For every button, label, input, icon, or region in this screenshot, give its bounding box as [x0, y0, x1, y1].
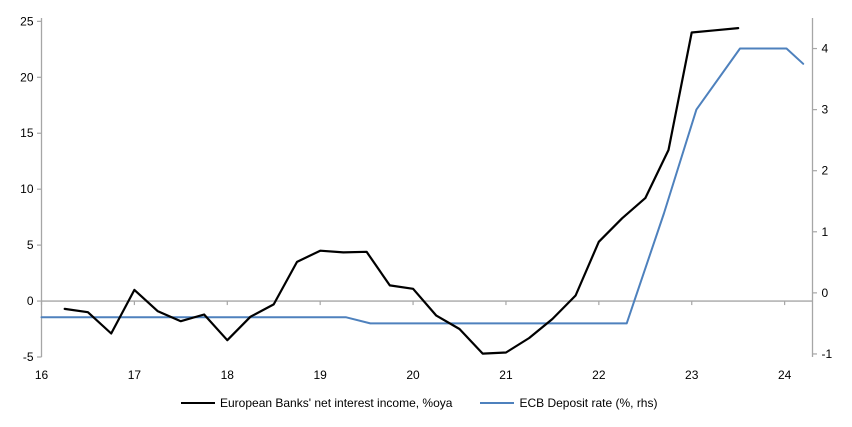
- legend-label-ecb-deposit-rate: ECB Deposit rate (%, rhs): [519, 396, 658, 410]
- legend-item-ecb-deposit-rate: ECB Deposit rate (%, rhs): [480, 396, 657, 410]
- right-axis-tick-label: -1: [822, 347, 833, 361]
- left-axis-tick-label: 0: [27, 294, 34, 308]
- x-axis-tick-label: 20: [406, 368, 420, 382]
- x-axis-tick-label: 17: [128, 368, 142, 382]
- series-line-ecb-deposit-rate: [40, 47, 805, 325]
- left-axis-tick-label: 10: [20, 182, 34, 196]
- series-line-european-banks-nii: [63, 27, 740, 355]
- black-line-swatch: [181, 402, 215, 404]
- x-axis-tick-label: 23: [685, 368, 699, 382]
- x-axis-tick-label: 19: [313, 368, 327, 382]
- right-axis-tick-label: 3: [822, 103, 829, 117]
- x-axis-tick-label: 21: [499, 368, 513, 382]
- x-axis-tick-label: 24: [778, 368, 792, 382]
- left-axis-tick-label: 25: [20, 14, 34, 28]
- right-axis-tick-label: 1: [822, 225, 829, 239]
- left-axis-tick-label: 20: [20, 70, 34, 84]
- blue-line-swatch: [480, 402, 515, 404]
- left-axis-tick-label: 15: [20, 126, 34, 140]
- legend: European Banks' net interest income, %oy…: [181, 396, 657, 410]
- left-axis-tick-label: -5: [23, 350, 34, 364]
- legend-item-european-banks-nii: European Banks' net interest income, %oy…: [181, 396, 452, 410]
- x-axis-tick-label: 18: [221, 368, 235, 382]
- right-axis-tick-label: 0: [822, 286, 829, 300]
- legend-label-european-banks-nii: European Banks' net interest income, %oy…: [220, 396, 453, 410]
- x-axis-tick-label: 22: [592, 368, 606, 382]
- right-axis-tick-label: 2: [822, 164, 829, 178]
- right-axis-tick-label: 4: [822, 42, 829, 56]
- x-axis-tick-label: 16: [35, 368, 49, 382]
- left-axis-tick-label: 5: [27, 238, 34, 252]
